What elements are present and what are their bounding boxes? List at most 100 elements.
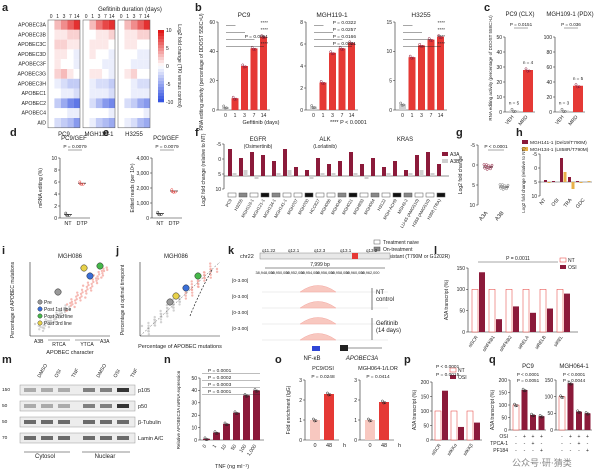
heatmap-cell — [137, 59, 144, 69]
l-bar-nt — [505, 289, 513, 333]
k-band-label: q12.3 — [314, 248, 326, 253]
b-p-value: P = 0.0021 — [333, 41, 357, 47]
j-scatter-point — [147, 329, 150, 333]
g-point — [506, 183, 510, 187]
p-bar-osi — [474, 422, 480, 440]
l-legend-osi — [560, 265, 566, 269]
q-subplot-title: MGH064-1 — [559, 364, 589, 370]
i-scatter-point — [84, 296, 87, 299]
f-track-legend-label: Resistant (T790M or G1202R) — [383, 254, 450, 260]
j-scatter-point — [190, 280, 193, 283]
heatmap-cell — [108, 20, 115, 30]
heatmap-cell — [118, 108, 125, 118]
y-tick-label: 0 — [389, 108, 392, 114]
i-x-tick-label: YTCA — [80, 342, 94, 348]
heatmap-cell — [48, 78, 55, 89]
j-scatter-point — [153, 318, 156, 321]
heatmap-cell — [54, 108, 61, 118]
heatmap-cell — [54, 49, 61, 60]
heatmap-cell — [83, 78, 90, 89]
o-ylabel: Fold enrichment (IgG) — [286, 385, 292, 434]
y-tick-label: 0 — [354, 438, 357, 444]
k-coord-label: 38,958,000 — [330, 271, 349, 275]
heatmap-col-label: 0 — [120, 14, 123, 20]
panel-letter: j — [115, 245, 119, 257]
heatmap-cell — [89, 69, 96, 79]
i-scatter-point — [65, 309, 68, 312]
i-scatter-point — [95, 281, 99, 285]
f-group-name: KRAS — [397, 137, 413, 143]
n-point — [223, 421, 227, 425]
f-cell-line-label: H3122 — [376, 197, 387, 211]
f-bar-a3a — [371, 158, 375, 176]
heatmap-row-label: APOBEC4 — [21, 111, 46, 117]
colorbar-step — [158, 66, 164, 70]
y-tick-label: 40 — [191, 388, 197, 394]
n-xlabel: TNF (ng ml⁻¹) — [215, 464, 249, 470]
b-point — [252, 48, 255, 51]
heatmap-cell — [89, 88, 96, 99]
b-point — [233, 97, 236, 101]
h-x-tick-label: OSI — [550, 197, 560, 207]
c-point — [563, 110, 567, 113]
m-blot-band — [117, 436, 129, 440]
q-point — [560, 396, 564, 399]
q-bar — [530, 415, 536, 430]
q-point — [515, 404, 519, 407]
q-sign: + — [540, 448, 543, 454]
heatmap-cell — [118, 69, 125, 79]
c-subplot-title: PC9 (CLX) — [505, 12, 534, 18]
k-coord-label: 38,960,000 — [345, 271, 364, 275]
o-p-value: P = 0.0248 — [311, 374, 335, 380]
heatmap-cell — [83, 88, 90, 99]
b-x-tick-label: 7 — [430, 113, 433, 119]
o-x-tick-label: 48 — [326, 443, 332, 449]
m-band-label: β-Tubulin — [138, 420, 161, 426]
q-point — [561, 395, 565, 399]
q-bar — [512, 404, 520, 431]
g-p-value: P < 0.0001 — [484, 144, 508, 150]
heatmap-cell — [48, 29, 55, 40]
o-bar — [310, 420, 320, 440]
b-point — [418, 43, 422, 46]
heatmap-row-label: APOBEC3B — [18, 32, 47, 38]
colorbar-step — [158, 84, 164, 88]
n-bar — [233, 412, 240, 440]
heatmap-cell — [143, 69, 150, 79]
b-point — [223, 106, 227, 110]
heatmap-cell — [137, 88, 144, 99]
b-x-tick-label: 14 — [349, 113, 355, 119]
m-blot-band — [58, 404, 70, 408]
f-bar-a3a — [327, 164, 331, 176]
b-bar — [437, 36, 444, 110]
heatmap-cell — [73, 39, 80, 50]
heatmap-cell — [67, 98, 74, 109]
panel-letter: i — [2, 245, 5, 257]
heatmap-cell — [48, 98, 55, 109]
q-sign: - — [570, 448, 572, 454]
i-legend-label: Pre — [44, 300, 52, 306]
l-x-tick-label: siRELA — [517, 334, 530, 350]
l-bar-nt — [488, 289, 496, 333]
heatmap-cell — [118, 98, 125, 109]
k-coord-label: 38,950,000 — [270, 271, 289, 275]
h-bar — [552, 181, 555, 182]
heatmap-cell — [108, 39, 115, 50]
m-blot-band — [58, 436, 70, 440]
b-x-tick-label: 0 — [224, 113, 227, 119]
y-tick-label: 5 — [534, 180, 537, 186]
n-point — [254, 389, 258, 393]
i-title: MGH086 — [58, 254, 83, 260]
y-tick-label: 5 — [472, 183, 475, 189]
f-cell-line-label: MGH064 — [363, 197, 376, 215]
b-point — [241, 63, 245, 67]
q-point — [540, 415, 544, 419]
heatmap-col-label: 14 — [74, 14, 80, 20]
e-point — [170, 190, 174, 194]
panel-letter: n — [164, 354, 171, 366]
c-point — [577, 85, 581, 89]
l-bar-osi — [530, 312, 536, 332]
y-tick-label: 200 — [499, 378, 508, 384]
l-x-tick-label: siREL — [553, 334, 564, 347]
heatmap-cell — [83, 39, 90, 50]
